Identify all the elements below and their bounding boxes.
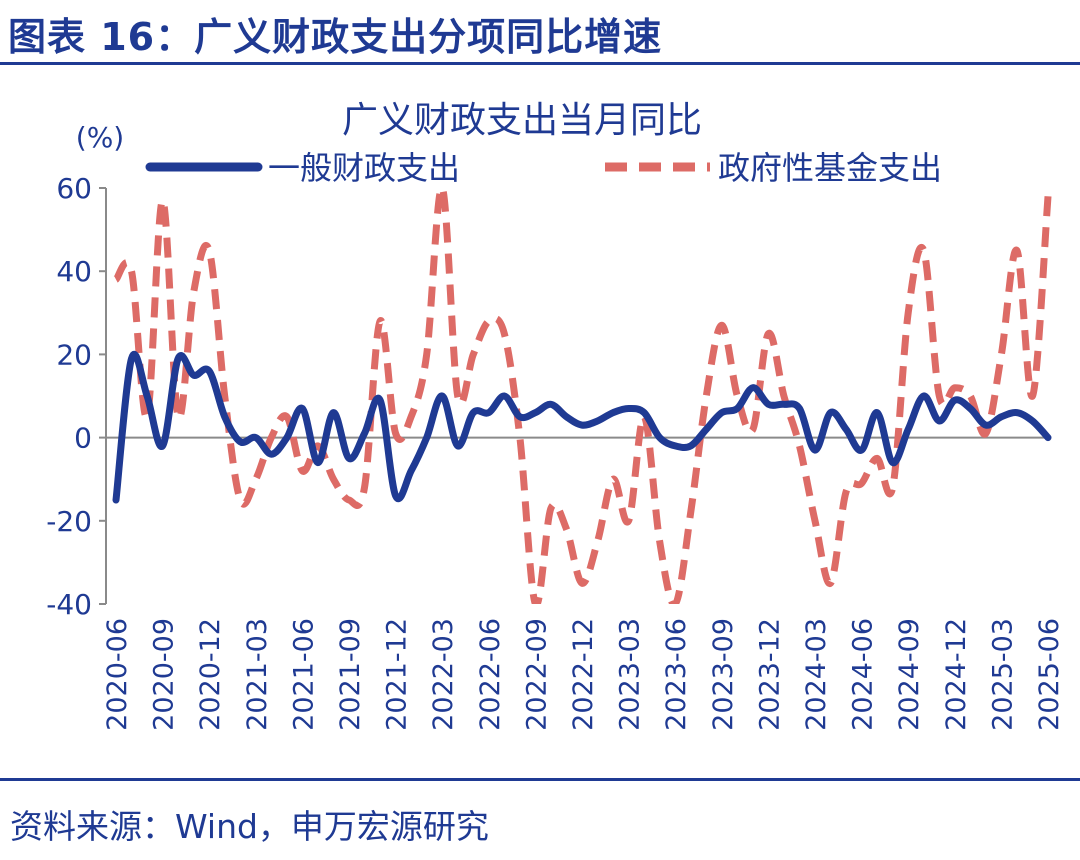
x-tick-label: 2020-09 bbox=[149, 618, 180, 731]
x-tick-label: 2024-12 bbox=[941, 618, 972, 731]
x-tick-label: 2020-06 bbox=[102, 618, 133, 731]
x-tick-label: 2023-06 bbox=[661, 618, 692, 731]
source-rule bbox=[0, 778, 1080, 781]
x-tick-label: 2024-03 bbox=[801, 618, 832, 731]
line-chart: 广义财政支出当月同比 (%) 一般财政支出 政府性基金支出 60 40 20 0 -20… bbox=[46, 100, 1065, 731]
title-rule bbox=[0, 62, 1080, 65]
x-tick-label: 2023-12 bbox=[754, 618, 785, 731]
chart-title: 广义财政支出当月同比 bbox=[342, 100, 702, 141]
x-tick-label: 2025-03 bbox=[987, 618, 1018, 731]
x-tick-label: 2021-09 bbox=[335, 618, 366, 731]
x-tick-label: 2021-12 bbox=[382, 618, 413, 731]
source-note: 资料来源：Wind，申万宏源研究 bbox=[10, 807, 489, 846]
y-tick-label: 60 bbox=[56, 172, 92, 205]
y-tick-label: 40 bbox=[56, 255, 92, 288]
series-line-general bbox=[112, 351, 1052, 504]
x-tick-label: 2025-06 bbox=[1034, 618, 1065, 731]
x-tick-label: 2022-03 bbox=[428, 618, 459, 731]
x-tick-label: 2022-12 bbox=[568, 618, 599, 731]
y-tick-label: -40 bbox=[46, 588, 92, 621]
legend-label-fund: 政府性基金支出 bbox=[718, 149, 942, 187]
x-tick-label: 2023-03 bbox=[615, 618, 646, 731]
x-axis: 2020-06 2020-09 2020-12 2021-03 2021-06 2021-… bbox=[102, 436, 1065, 731]
x-tick-label: 2022-06 bbox=[475, 618, 506, 731]
figure-title: 图表 16：广义财政支出分项同比增速 bbox=[8, 15, 663, 59]
y-tick-label: -20 bbox=[46, 505, 92, 538]
y-tick-label: 0 bbox=[74, 422, 92, 455]
series-layer bbox=[112, 188, 1052, 604]
x-tick-label: 2023-09 bbox=[708, 618, 739, 731]
y-axis: 60 40 20 0 -20 -40 bbox=[46, 172, 107, 621]
x-tick-label: 2024-09 bbox=[894, 618, 925, 731]
y-axis-label: (%) bbox=[76, 121, 124, 154]
y-tick-label: 20 bbox=[56, 338, 92, 371]
x-tick-label: 2022-09 bbox=[521, 618, 552, 731]
legend-label-general: 一般财政支出 bbox=[268, 149, 460, 187]
x-tick-label: 2021-06 bbox=[288, 618, 319, 731]
x-tick-label: 2021-03 bbox=[242, 618, 273, 731]
legend: 一般财政支出 政府性基金支出 bbox=[145, 149, 942, 187]
series-line-fund bbox=[113, 188, 1052, 604]
x-tick-label: 2024-06 bbox=[848, 618, 879, 731]
x-tick-label: 2020-12 bbox=[195, 618, 226, 731]
